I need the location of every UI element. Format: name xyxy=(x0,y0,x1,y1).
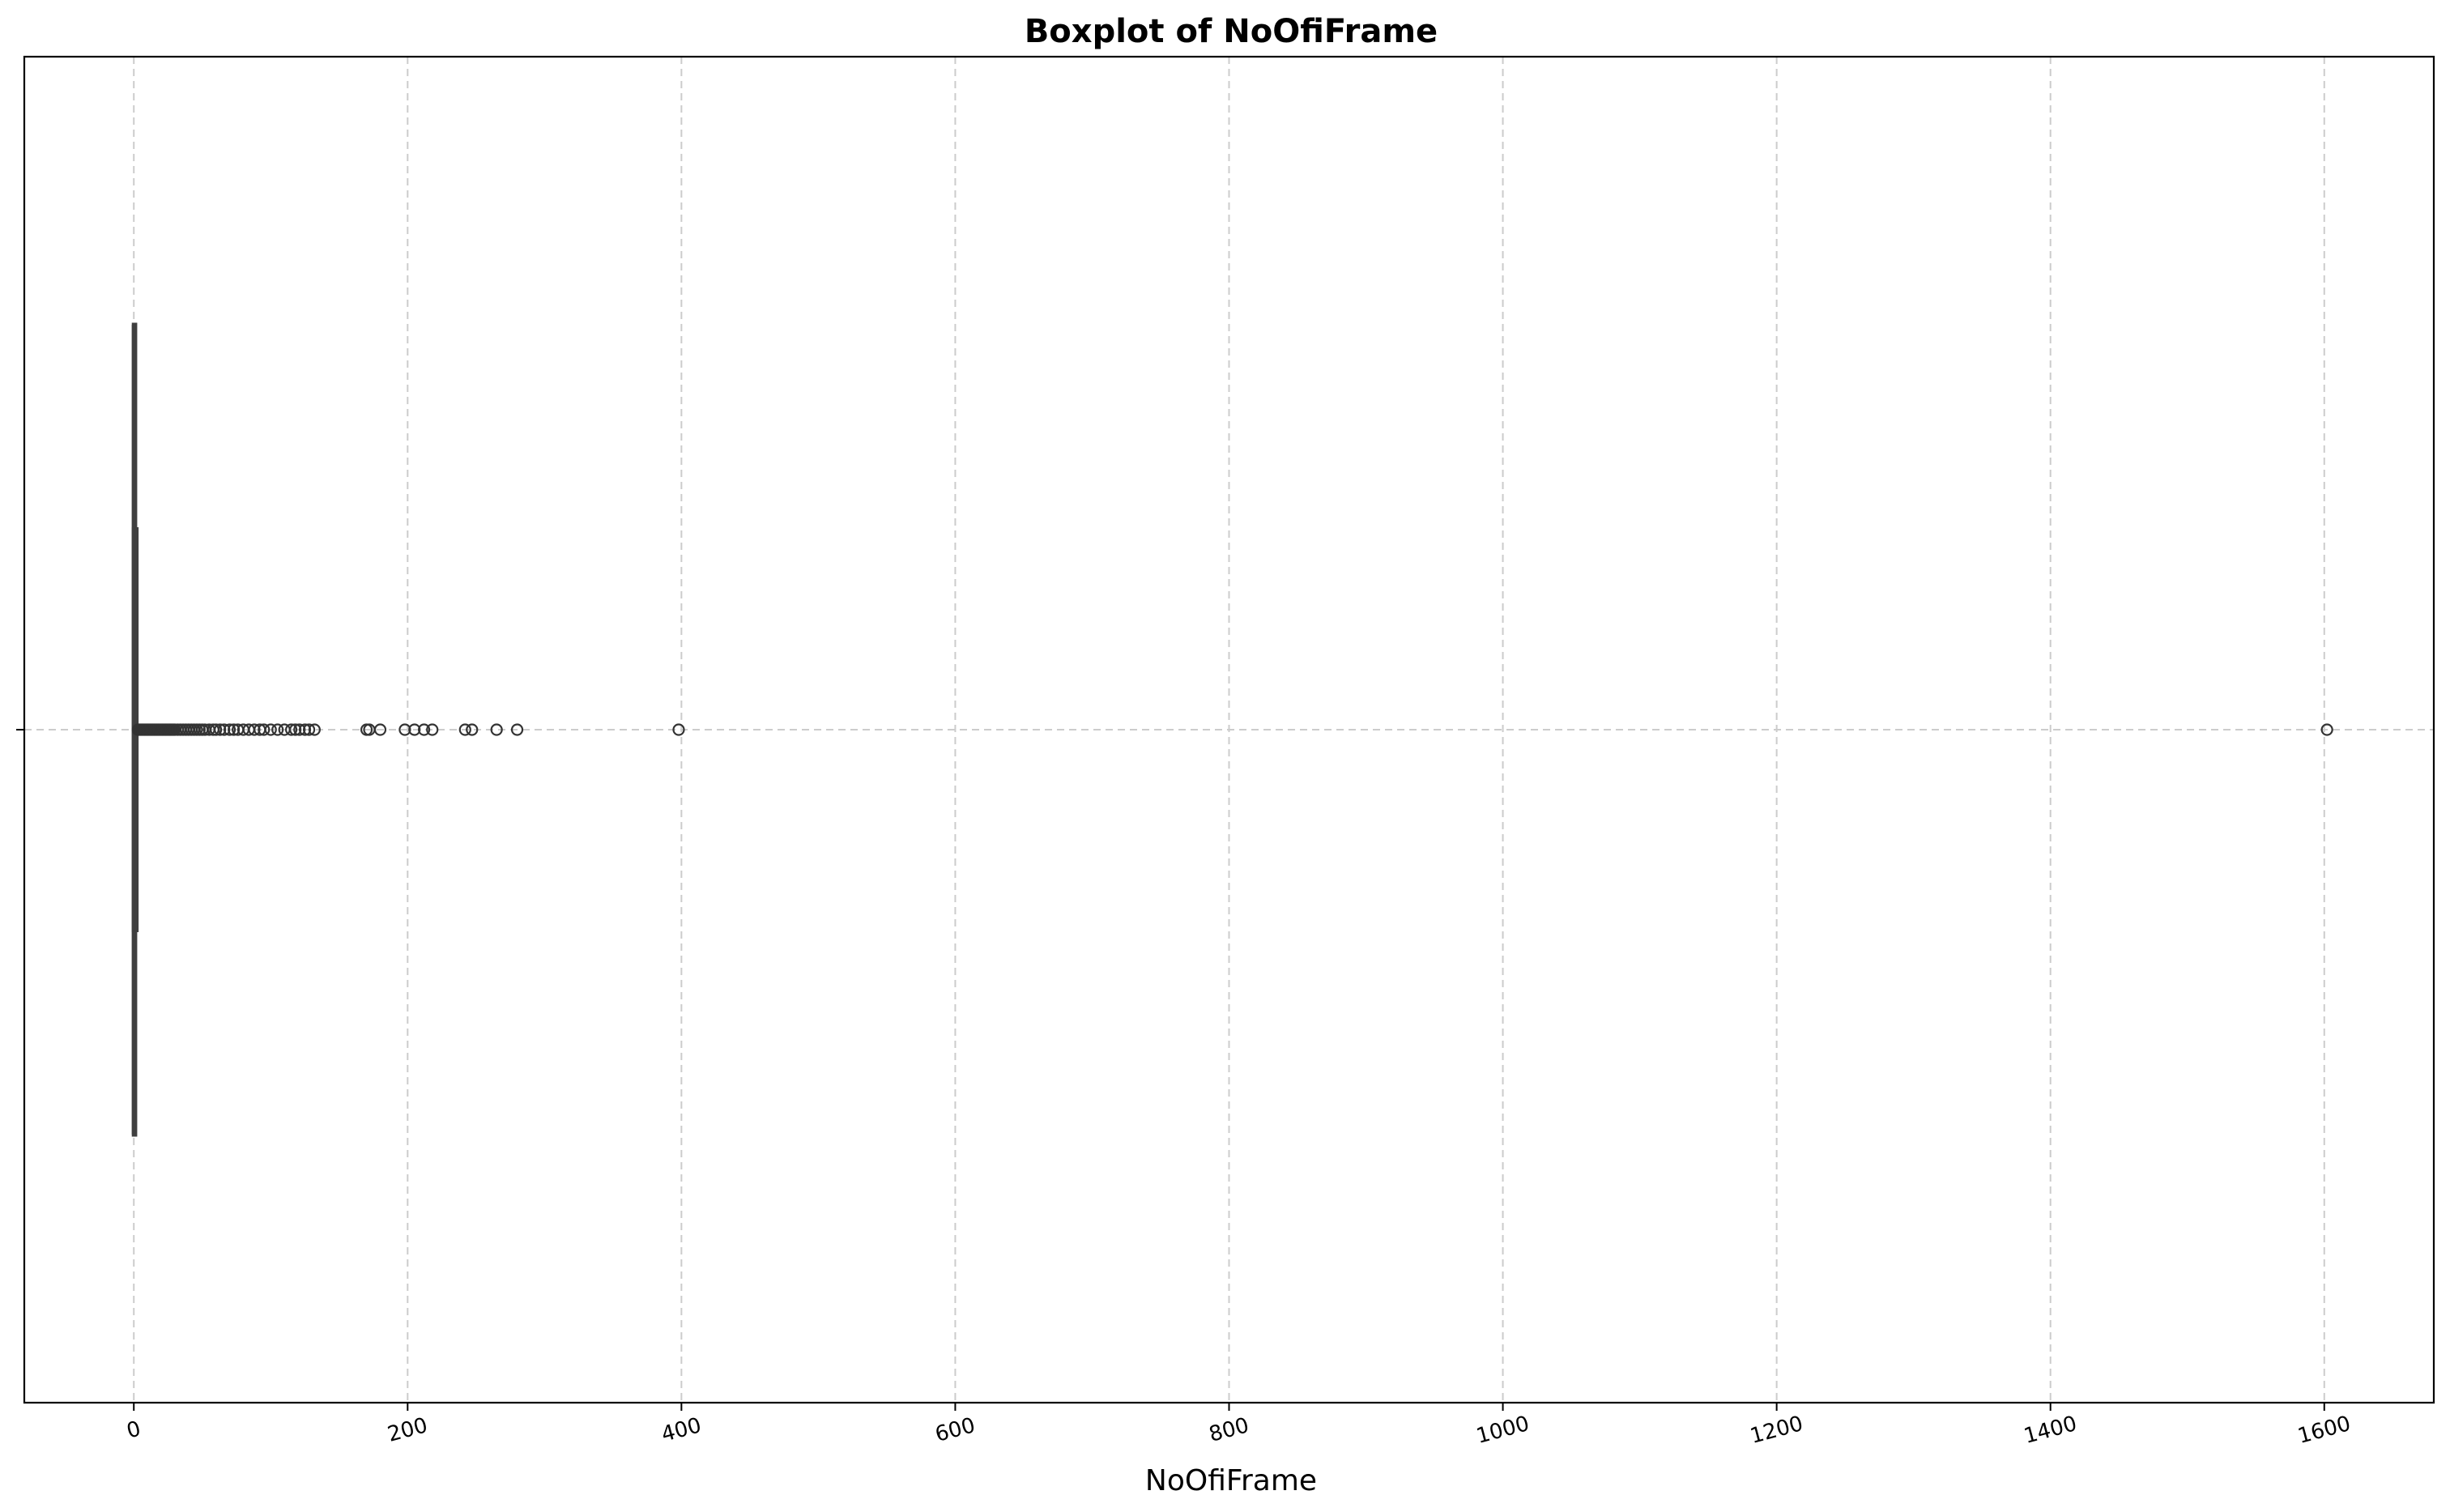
outlier-point xyxy=(210,723,223,736)
x-tick-label: 1400 xyxy=(2022,1412,2080,1449)
outlier-point xyxy=(289,723,302,736)
outlier-point xyxy=(264,723,277,736)
outlier-point xyxy=(398,723,411,736)
x-tick-label: 200 xyxy=(385,1413,430,1447)
chart-title: Boxplot of NoOfiFrame xyxy=(1025,13,1438,50)
outlier-point xyxy=(258,723,271,736)
outlier-point xyxy=(308,723,321,736)
outlier-points xyxy=(131,723,2333,736)
outlier-point xyxy=(248,723,261,736)
grid-lines xyxy=(24,57,2434,1403)
outlier-point xyxy=(490,723,503,736)
outlier-point xyxy=(214,723,227,736)
outlier-point xyxy=(285,723,298,736)
outlier-point xyxy=(417,723,431,736)
outlier-point xyxy=(510,723,524,736)
x-tick-label: 800 xyxy=(1207,1413,1252,1447)
x-tick-label: 600 xyxy=(933,1413,978,1447)
outlier-point xyxy=(302,723,316,736)
outlier-point xyxy=(298,723,312,736)
outlier-point xyxy=(228,723,241,736)
outlier-point xyxy=(2320,723,2333,736)
outlier-point xyxy=(271,723,284,736)
outlier-point xyxy=(458,723,471,736)
outlier-point xyxy=(223,723,236,736)
x-tick-label: 0 xyxy=(124,1416,143,1443)
x-tick-label: 400 xyxy=(659,1413,705,1447)
x-tick-label: 1600 xyxy=(2295,1412,2354,1449)
outlier-point xyxy=(466,723,479,736)
outlier-point xyxy=(672,723,685,736)
x-axis-label: NoOfiFrame xyxy=(1145,1464,1317,1497)
outlier-point xyxy=(218,723,231,736)
x-axis-ticks: 0 200 400 600 800 1000 1200 1400 1600 xyxy=(124,1403,2354,1449)
outlier-point xyxy=(408,723,421,736)
x-tick-label: 1000 xyxy=(1474,1412,1532,1449)
outlier-point xyxy=(293,723,306,736)
x-tick-label: 1200 xyxy=(1748,1412,1806,1449)
outlier-point xyxy=(373,723,387,736)
outlier-point xyxy=(426,723,439,736)
